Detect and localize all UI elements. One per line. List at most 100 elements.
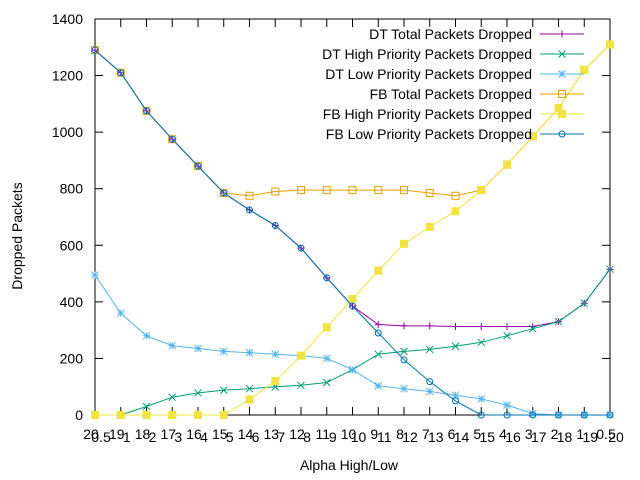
y-tick-label: 0 <box>75 407 83 423</box>
data-point <box>477 411 485 419</box>
data-point <box>91 411 99 419</box>
x-tick-label: 3 <box>174 429 182 445</box>
legend-label: FB Low Priority Packets Dropped <box>326 126 532 142</box>
x-tick-label: 2 <box>149 429 157 445</box>
x-tick-label: 9 <box>370 426 378 442</box>
data-point <box>374 266 383 275</box>
legend-item: DT Total Packets Dropped <box>369 26 584 42</box>
data-point <box>451 191 460 200</box>
x-tick-label: 12 <box>402 429 418 445</box>
data-point <box>558 90 566 98</box>
series-line <box>94 49 610 416</box>
data-point <box>451 207 460 216</box>
x-tick-label: 11 <box>377 429 392 445</box>
x-tick-label: 4 <box>200 429 208 445</box>
data-point <box>452 322 459 330</box>
legend-item: DT Low Priority Packets Dropped <box>325 66 584 82</box>
data-point <box>451 391 460 400</box>
x-tick-label: 4 <box>499 426 507 442</box>
data-point <box>554 317 563 326</box>
data-point <box>503 401 511 409</box>
y-tick-label: 200 <box>60 350 84 366</box>
data-point <box>348 295 357 304</box>
x-tick-label: 20 <box>83 426 99 442</box>
series-layer <box>91 40 614 419</box>
x-tick-label: 12 <box>289 426 305 442</box>
x-tick-label: 8 <box>303 429 311 445</box>
data-point <box>142 402 151 411</box>
legend-label: DT Low Priority Packets Dropped <box>325 66 532 82</box>
data-point <box>271 377 280 386</box>
data-point <box>606 411 614 419</box>
y-axis: 0 200 400 600 800 1000 1200 1400 <box>52 11 610 423</box>
data-point <box>503 331 511 340</box>
legend: DT Total Packets Dropped DT High Priority… <box>322 26 584 142</box>
legend-item: FB High Priority Packets Dropped <box>323 106 584 122</box>
data-point <box>426 322 434 330</box>
data-point <box>142 411 151 419</box>
data-point <box>400 347 408 356</box>
x-tick-label: 7 <box>277 429 285 445</box>
x-tick-label: 13 <box>263 426 279 442</box>
x-tick-label: 1 <box>123 429 131 445</box>
y-tick-label: 1200 <box>52 68 83 84</box>
data-point <box>477 322 485 330</box>
series <box>91 40 614 419</box>
y-tick-label: 800 <box>60 181 84 197</box>
data-point <box>558 110 566 118</box>
x-tick-label: 14 <box>454 429 470 445</box>
data-point <box>168 393 177 402</box>
data-point <box>168 411 177 419</box>
x-tick-label: 10 <box>351 429 367 445</box>
data-point <box>452 397 459 405</box>
data-point <box>245 191 254 200</box>
x-tick-label: 6 <box>252 429 260 445</box>
data-point <box>117 69 125 77</box>
data-point <box>91 46 99 54</box>
data-point <box>246 206 253 214</box>
data-point <box>558 50 566 58</box>
x-tick-label: 7 <box>422 426 430 442</box>
x-tick-label: 10 <box>341 426 357 442</box>
x-tick-label: 11 <box>315 426 330 442</box>
data-point <box>322 378 331 387</box>
data-point <box>245 395 254 404</box>
series <box>91 271 614 419</box>
data-point <box>219 386 228 394</box>
x-tick-label: 19 <box>582 429 598 445</box>
data-point <box>168 135 176 143</box>
data-point <box>580 299 589 308</box>
x-tick-label: 14 <box>238 426 254 442</box>
series-line <box>94 49 611 327</box>
data-point <box>529 411 537 419</box>
y-tick-label: 400 <box>60 294 84 310</box>
data-point <box>297 186 305 195</box>
legend-item: DT High Priority Packets Dropped <box>322 46 584 62</box>
x-tick-label: 1 <box>576 426 584 442</box>
x-tick-label: 9 <box>329 429 337 445</box>
data-point <box>503 160 511 169</box>
x-tick-label: 6 <box>448 426 456 442</box>
legend-item: FB Total Packets Dropped <box>370 86 584 102</box>
data-point <box>528 132 537 141</box>
data-point <box>503 411 511 419</box>
data-point <box>116 411 125 419</box>
data-point <box>374 350 383 359</box>
x-tick-label: 15 <box>479 429 495 445</box>
data-point <box>271 221 279 229</box>
series <box>91 46 614 330</box>
x-tick-label: 16 <box>186 426 202 442</box>
data-point <box>194 411 202 419</box>
x-tick-label: 15 <box>212 426 228 442</box>
data-point <box>374 320 382 328</box>
x-tick-label: 13 <box>428 429 444 445</box>
data-point <box>558 70 566 78</box>
data-point <box>425 222 434 231</box>
data-point <box>168 341 177 350</box>
y-tick-label: 1000 <box>52 124 83 140</box>
data-point <box>425 387 434 396</box>
data-point <box>580 411 588 419</box>
data-point <box>194 162 202 170</box>
